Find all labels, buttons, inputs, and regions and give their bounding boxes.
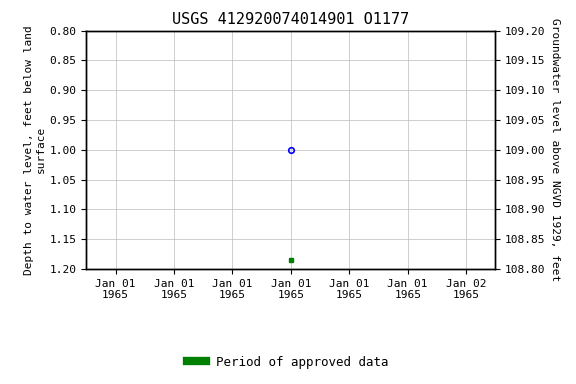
Y-axis label: Groundwater level above NGVD 1929, feet: Groundwater level above NGVD 1929, feet [550, 18, 560, 281]
Title: USGS 412920074014901 O1177: USGS 412920074014901 O1177 [172, 12, 410, 27]
Legend: Period of approved data: Period of approved data [183, 351, 393, 374]
Y-axis label: Depth to water level, feet below land
surface: Depth to water level, feet below land su… [24, 25, 46, 275]
